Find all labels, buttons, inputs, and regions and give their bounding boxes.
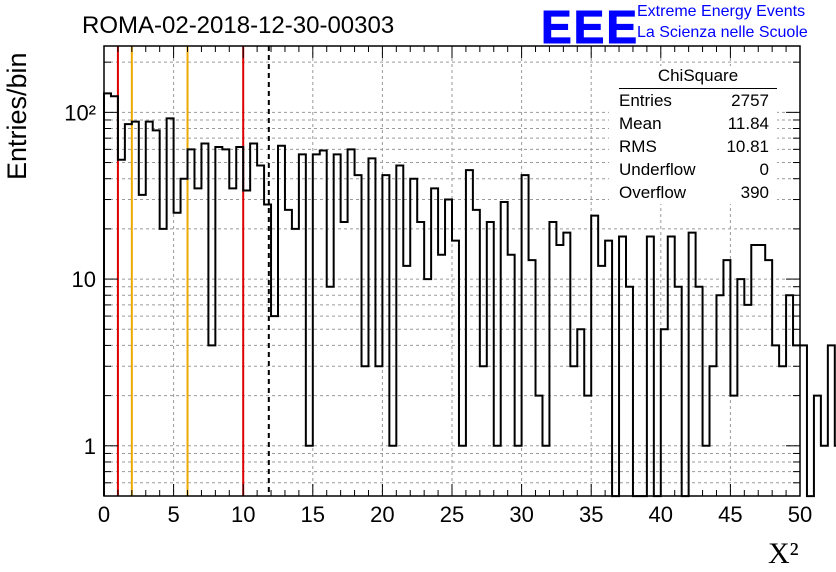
stats-title: ChiSquare [619,66,777,89]
x-tick-label: 35 [579,502,603,527]
x-axis-label: X² [768,537,799,570]
y-tick-label: 1 [84,434,96,459]
y-axis: 1 10 10² [64,61,800,484]
x-tick-label: 0 [98,502,110,527]
grid [104,46,800,496]
stats-row-rms: RMS 10.81 [609,135,777,158]
stats-label: RMS [619,137,657,156]
y-axis-label: Entries/bin [2,52,32,180]
stats-label: Overflow [619,183,687,202]
chart-title: ROMA-02-2018-12-30-00303 [82,12,395,39]
x-tick-label: 25 [440,502,464,527]
eee-logo: EEE [540,1,640,54]
stats-box: ChiSquare Entries 2757 Mean 11.84 RMS 10… [609,66,777,204]
y-tick-label: 10² [64,100,96,125]
stats-row-entries: Entries 2757 [609,89,777,112]
x-tick-label: 40 [649,502,673,527]
stats-row-underflow: Underflow 0 [609,158,777,181]
logo-line-1: Extreme Energy Events [637,3,806,20]
histogram-line [103,92,836,498]
stats-value: 11.84 [727,114,769,133]
stats-label: Mean [619,114,662,133]
x-tick-label: 5 [167,502,179,527]
stats-label: Underflow [619,160,696,179]
x-tick-label: 10 [231,502,255,527]
x-tick-label: 30 [509,502,533,527]
y-tick-label: 10 [72,267,96,292]
x-tick-label: 45 [718,502,742,527]
x-tick-label: 20 [370,502,394,527]
stats-label: Entries [619,91,672,110]
stats-value: 0 [759,160,769,179]
logo-line-2: La Scienza nelle Scuole [637,24,808,41]
reference-lines [116,46,270,496]
stats-row-overflow: Overflow 390 [609,181,777,204]
stats-value: 10.81 [726,137,769,156]
x-axis: 0 5 10 15 20 25 30 35 40 45 50 [98,46,812,527]
stats-value: 2757 [731,91,769,110]
x-tick-label: 15 [301,502,325,527]
stats-value: 390 [740,183,769,202]
x-tick-label: 50 [788,502,812,527]
stats-row-mean: Mean 11.84 [609,112,777,135]
